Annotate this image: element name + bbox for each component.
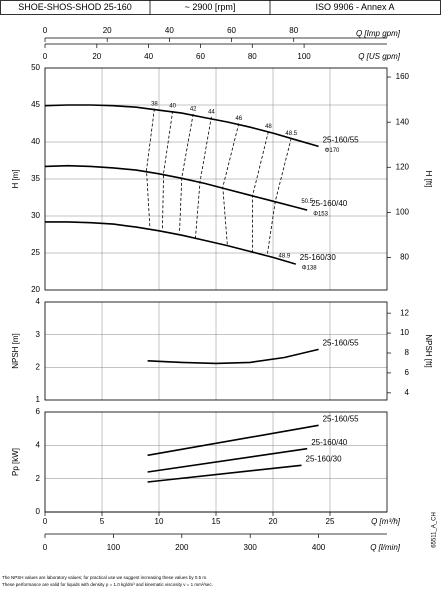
efficiency-curve [252,131,269,252]
drawing-code: 65511_A_CH [432,512,438,548]
x-tick-label: 40 [165,26,174,35]
efficiency-curve [266,138,292,255]
y-tick-label: 40 [31,137,40,146]
y2-tick-label: 100 [396,207,410,216]
y-tick-label: 30 [31,211,40,220]
efficiency-label: 46 [235,116,242,122]
y2-tick-label: 80 [400,253,409,262]
x-tick-label: 10 [155,517,164,526]
efficiency-label: 44 [208,109,215,115]
x-tick-label: 0 [43,543,48,552]
y-tick-label: 2 [36,362,41,371]
y2-tick-label: 4 [405,388,410,397]
x-tick-label: 300 [244,543,258,552]
curve-label: 25-160/30 [306,454,343,463]
curve [147,464,302,483]
axis-label: Q [l/min] [370,543,401,552]
curve [44,104,319,148]
curve-label: 25-160/30 [300,253,337,262]
y2-tick-label: 10 [400,328,409,337]
axis-label: Q [Imp gpm] [356,29,401,38]
curve [147,348,319,365]
x-tick-label: 20 [103,26,112,35]
plot-frame [44,67,388,291]
curve [45,221,297,265]
y-tick-label: 20 [31,285,40,294]
y-tick-label: 35 [31,174,40,183]
x-tick-label: 40 [144,52,153,61]
x-tick-label: 80 [289,26,298,35]
x-tick-label: 400 [312,543,326,552]
efficiency-curve [146,108,155,228]
x-tick-label: 60 [196,52,205,61]
x-tick-label: 0 [43,517,48,526]
efficiency-label: 48 [265,124,272,130]
curve-label: 25-160/55 [323,338,360,347]
curve-label: 25-160/40 [311,438,348,447]
x-tick-label: 15 [212,517,221,526]
efficiency-label: 50.5 [301,199,313,205]
diameter-label: Φ153 [313,212,328,218]
y-tick-label: 45 [31,100,40,109]
curve-label: 25-160/55 [323,414,360,423]
axis-label: Q [US gpm] [358,52,401,61]
efficiency-label: 48.5 [285,131,297,137]
curve [147,447,308,473]
efficiency-curve [179,113,194,234]
curve [147,424,319,457]
diameter-label: Φ138 [302,266,317,272]
x-tick-label: 5 [100,517,105,526]
x-tick-label: 25 [326,517,335,526]
x-tick-label: 60 [227,26,236,35]
curve [44,164,308,211]
efficiency-curve [222,123,240,246]
efficiency-label: 38 [151,101,158,107]
footnote: These performance are valid for liquids … [2,582,213,587]
y-axis-label: NPSH [m] [11,333,20,369]
y-axis-label: Pp [kW] [11,448,20,476]
y2-tick-label: 8 [405,348,410,357]
x-tick-label: 0 [43,52,48,61]
x-tick-label: 0 [43,26,48,35]
efficiency-label: 42 [190,106,197,112]
y-tick-label: 50 [31,63,40,72]
header-standard: ISO 9906 - Annex A [315,2,394,12]
y-tick-label: 25 [31,248,40,257]
footnote: The NPSH values are laboratory values; f… [2,575,207,580]
axis-label: Q [m³/h] [371,517,401,526]
y-tick-label: 4 [36,440,41,449]
plot-frame [44,301,388,401]
x-tick-label: 100 [297,52,311,61]
y2-tick-label: 140 [396,117,410,126]
y2-axis-label: NPSH [ft] [424,334,433,367]
y2-tick-label: 120 [396,162,410,171]
y2-tick-label: 160 [396,72,410,81]
y-tick-label: 4 [36,297,41,306]
x-tick-label: 80 [248,52,257,61]
y2-tick-label: 6 [405,368,410,377]
efficiency-label: 48.9 [279,254,291,260]
diameter-label: Φ170 [325,148,340,154]
y-tick-label: 3 [36,330,41,339]
header-model: SHOE-SHOS-SHOD 25-160 [18,2,132,12]
y2-axis-label: H [ft] [424,171,433,188]
y-tick-label: 1 [36,395,41,404]
y-tick-label: 0 [36,507,41,516]
efficiency-label: 40 [169,103,176,109]
x-tick-label: 20 [269,517,278,526]
y-axis-label: H [m] [11,169,20,188]
y-tick-label: 2 [36,474,41,483]
efficiency-curve [195,116,212,238]
x-tick-label: 20 [92,52,101,61]
x-tick-label: 200 [175,543,189,552]
curve-label: 25-160/55 [323,136,360,145]
y2-tick-label: 12 [400,308,409,317]
curve-label: 25-160/40 [311,199,348,208]
x-tick-label: 100 [107,543,121,552]
y-tick-label: 6 [36,407,41,416]
header-speed: ~ 2900 [rpm] [185,2,236,12]
efficiency-curve [162,110,174,231]
